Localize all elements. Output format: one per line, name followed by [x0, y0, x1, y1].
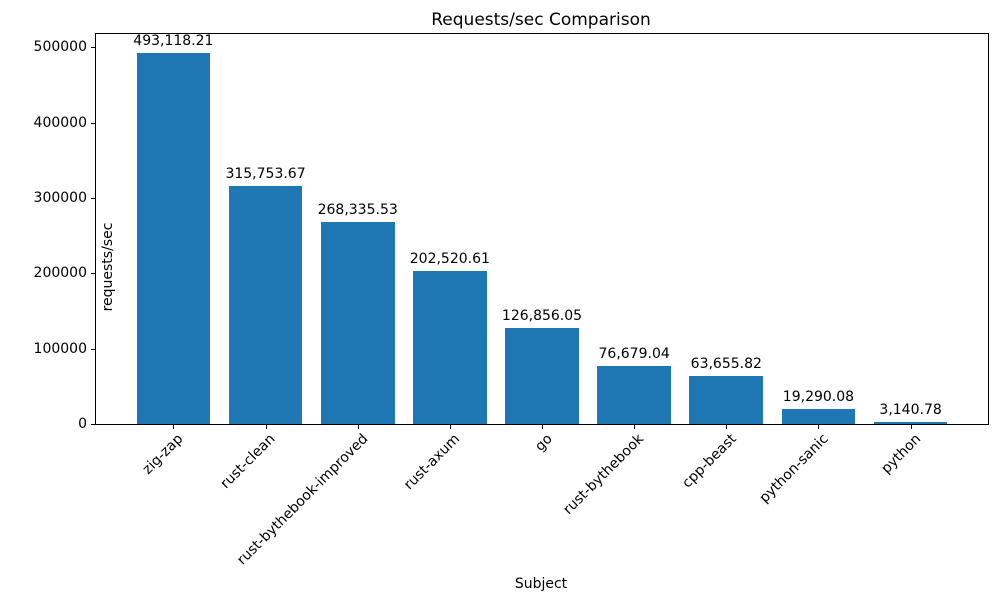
x-tick-mark	[542, 424, 543, 429]
bar-python	[873, 421, 948, 424]
x-tick-label: python-sanic	[756, 431, 832, 507]
x-tick-mark	[910, 424, 912, 429]
plot-area: 493,118.21 315,753.67 268,335.53 202,520.61…	[34, 32, 989, 568]
x-tick-mark	[449, 424, 451, 429]
bar-value-label: 315,753.67	[225, 166, 306, 183]
x-tick-label: go	[531, 431, 556, 455]
x-tick-label: cpp-beast	[679, 431, 740, 492]
bar-value-label: 268,335.53	[317, 201, 398, 218]
bar-value-label: 126,856.05	[501, 308, 583, 325]
x-tick-mark	[634, 424, 636, 429]
x-tick-label: rust-clean	[217, 431, 279, 492]
y-tick-mark	[91, 348, 96, 350]
x-tick-mark	[173, 424, 175, 429]
y-tick-label: 0	[78, 416, 87, 432]
y-tick-mark	[91, 273, 96, 275]
y-tick-label: 500000	[33, 39, 87, 56]
x-tick-label: rust-bythebook	[560, 431, 648, 518]
bar-cpp-beast	[689, 376, 764, 424]
x-tick-mark	[818, 424, 820, 429]
bar-value-label: 202,520.61	[409, 251, 490, 268]
x-tick-label: rust-axum	[401, 431, 464, 494]
y-tick-label: 300000	[33, 190, 87, 207]
y-tick-mark	[91, 122, 96, 124]
x-tick-mark	[726, 424, 728, 429]
x-axis-label: Subject	[514, 576, 568, 592]
x-tick-label: python	[877, 431, 924, 477]
y-tick-mark	[91, 47, 96, 49]
bar-value-label: 493,118.21	[133, 32, 214, 49]
bar-value-label: 63,655.82	[690, 356, 762, 373]
bar-value-label: 76,679.04	[598, 346, 670, 363]
bar-value-label: 3,140.78	[879, 401, 942, 418]
y-tick-mark	[91, 198, 96, 200]
bar-go	[505, 328, 579, 424]
bar-rust-clean	[228, 186, 303, 424]
chart-title: Requests/sec Comparison	[431, 10, 651, 30]
y-tick-label: 100000	[33, 340, 87, 357]
bar-rust-bythebook-improved	[320, 221, 395, 424]
y-tick-mark	[91, 424, 96, 425]
x-tick-mark	[265, 424, 267, 429]
x-tick-mark	[357, 424, 359, 429]
y-tick-label: 400000	[33, 114, 87, 131]
bar-python-sanic	[781, 409, 856, 424]
bar-zig-zap	[136, 52, 211, 424]
y-tick-label: 200000	[33, 265, 87, 282]
bar-value-label: 19,290.08	[782, 389, 855, 406]
y-axis-label: requests/sec	[100, 222, 116, 312]
bar-rust-bythebook	[597, 366, 671, 424]
x-tick-label: zig-zap	[140, 431, 187, 478]
bar-rust-axum	[412, 271, 487, 424]
